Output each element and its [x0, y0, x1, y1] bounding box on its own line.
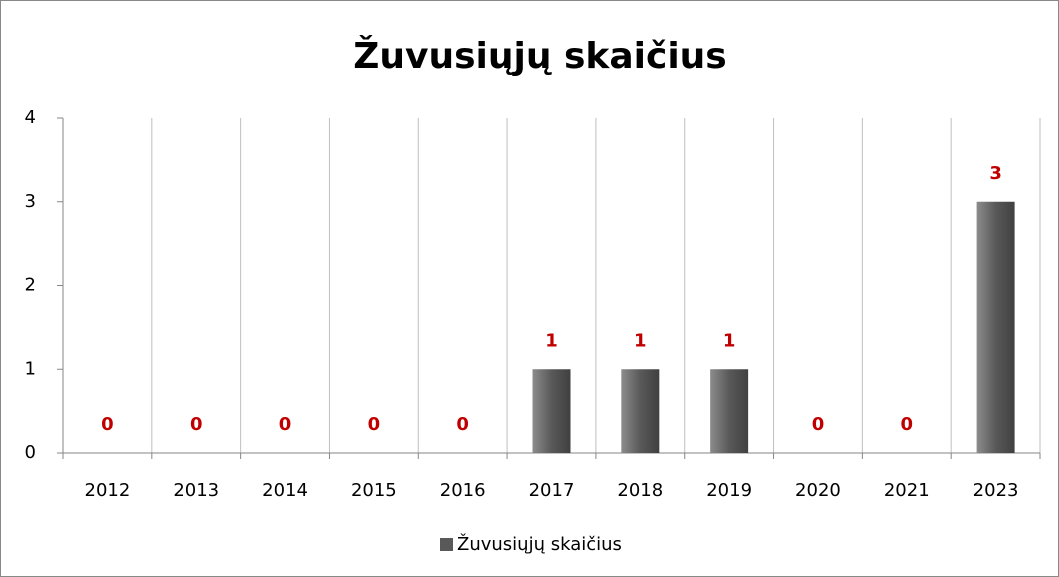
bar [621, 369, 660, 453]
x-tick-label: 2016 [440, 480, 486, 501]
x-tick-label: 2019 [706, 480, 752, 501]
data-label: 0 [190, 414, 203, 435]
x-tick-label: 2014 [262, 480, 308, 501]
data-label: 1 [545, 330, 558, 351]
y-tick-label: 0 [25, 442, 36, 463]
legend-swatch [440, 538, 453, 551]
data-label: 1 [723, 330, 736, 351]
data-label: 0 [456, 414, 469, 435]
x-tick-label: 2017 [529, 480, 575, 501]
bar [710, 369, 749, 453]
y-tick-label: 2 [25, 275, 36, 296]
x-tick-label: 2015 [351, 480, 397, 501]
bar [976, 201, 1015, 453]
x-tick-label: 2023 [973, 480, 1019, 501]
chart-title: Žuvusiųjų skaičius [353, 35, 726, 77]
data-label: 0 [279, 414, 292, 435]
x-tick-label: 2012 [85, 480, 131, 501]
data-label: 3 [989, 163, 1002, 184]
y-tick-label: 3 [25, 191, 36, 212]
data-label: 0 [101, 414, 114, 435]
x-tick-label: 2021 [884, 480, 930, 501]
x-tick-label: 2020 [795, 480, 841, 501]
bar [532, 369, 571, 453]
y-tick-label: 4 [25, 107, 36, 128]
x-tick-label: 2013 [173, 480, 219, 501]
data-label: 0 [368, 414, 381, 435]
data-label: 0 [901, 414, 914, 435]
legend-label: Žuvusiųjų skaičius [457, 533, 622, 555]
y-tick-label: 1 [25, 358, 36, 379]
data-label: 1 [634, 330, 647, 351]
data-label: 0 [812, 414, 825, 435]
x-tick-label: 2018 [617, 480, 663, 501]
